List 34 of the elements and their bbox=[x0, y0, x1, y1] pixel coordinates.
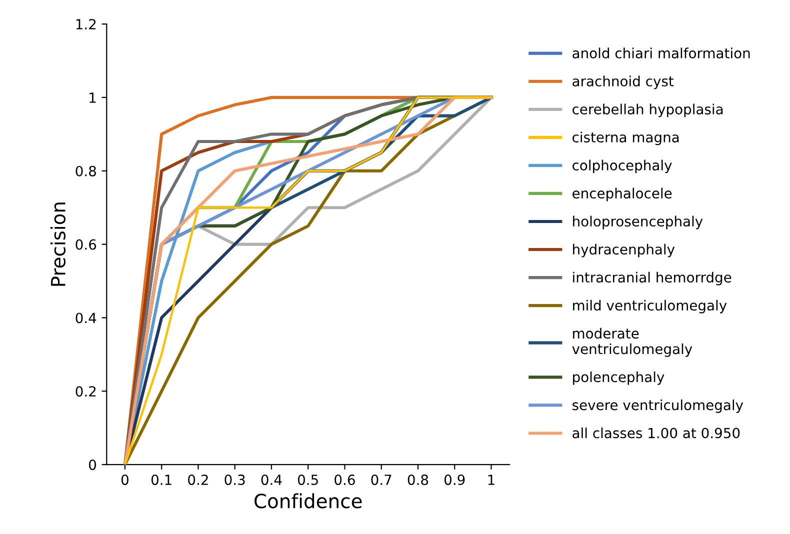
y-tick-label: 0.4 bbox=[76, 312, 96, 324]
legend-label: severe ventriculomegaly bbox=[572, 400, 744, 413]
x-tick-label: 0.4 bbox=[261, 474, 282, 486]
y-axis-title: Precision bbox=[50, 202, 66, 286]
y-tick-label: 0.2 bbox=[76, 386, 96, 397]
x-tick-label: 0.7 bbox=[371, 474, 392, 486]
x-tick-label: 0.5 bbox=[298, 474, 318, 486]
y-tick-label: 1.2 bbox=[76, 19, 96, 30]
legend-label: arachnoid cyst bbox=[572, 76, 674, 90]
legend-label: hydracenphaly bbox=[573, 244, 675, 258]
x-tick-label: 0.3 bbox=[224, 474, 245, 486]
legend-label: mild ventriculomegaly bbox=[573, 300, 727, 314]
x-tick-label: 0.6 bbox=[334, 474, 355, 486]
legend-label: all classes 1.00 at 0.950 bbox=[572, 428, 740, 438]
x-tick-label: 1 bbox=[488, 474, 494, 485]
y-tick-label: 0.8 bbox=[76, 166, 96, 176]
legend-label: anold chiari malformation bbox=[572, 48, 750, 58]
x-tick-label: 0.1 bbox=[151, 474, 172, 486]
legend-label: intracranial hemorrdge bbox=[573, 272, 732, 286]
x-tick-label: 0 bbox=[121, 474, 128, 486]
y-tick-label: 0.6 bbox=[76, 239, 96, 250]
legend-label: cerebellah hypoplasia bbox=[572, 104, 723, 118]
legend-label: polencephaly bbox=[573, 371, 664, 385]
legend-label: moderate ventriculomegaly bbox=[572, 328, 692, 357]
x-tick-label: 0.8 bbox=[408, 474, 428, 486]
y-tick-label: 1 bbox=[90, 92, 96, 103]
x-tick-label: 0.9 bbox=[444, 474, 465, 486]
x-tick-label: 0.2 bbox=[188, 474, 208, 486]
y-tick-label: 0 bbox=[89, 460, 96, 470]
legend-label: holoprosencephaly bbox=[573, 216, 703, 230]
legend-label: encephalocele bbox=[572, 188, 672, 202]
x-axis-title: Confidence bbox=[254, 493, 362, 508]
legend-label: cisterna magna bbox=[572, 132, 679, 146]
legend-label: colphocephaly bbox=[572, 160, 672, 174]
